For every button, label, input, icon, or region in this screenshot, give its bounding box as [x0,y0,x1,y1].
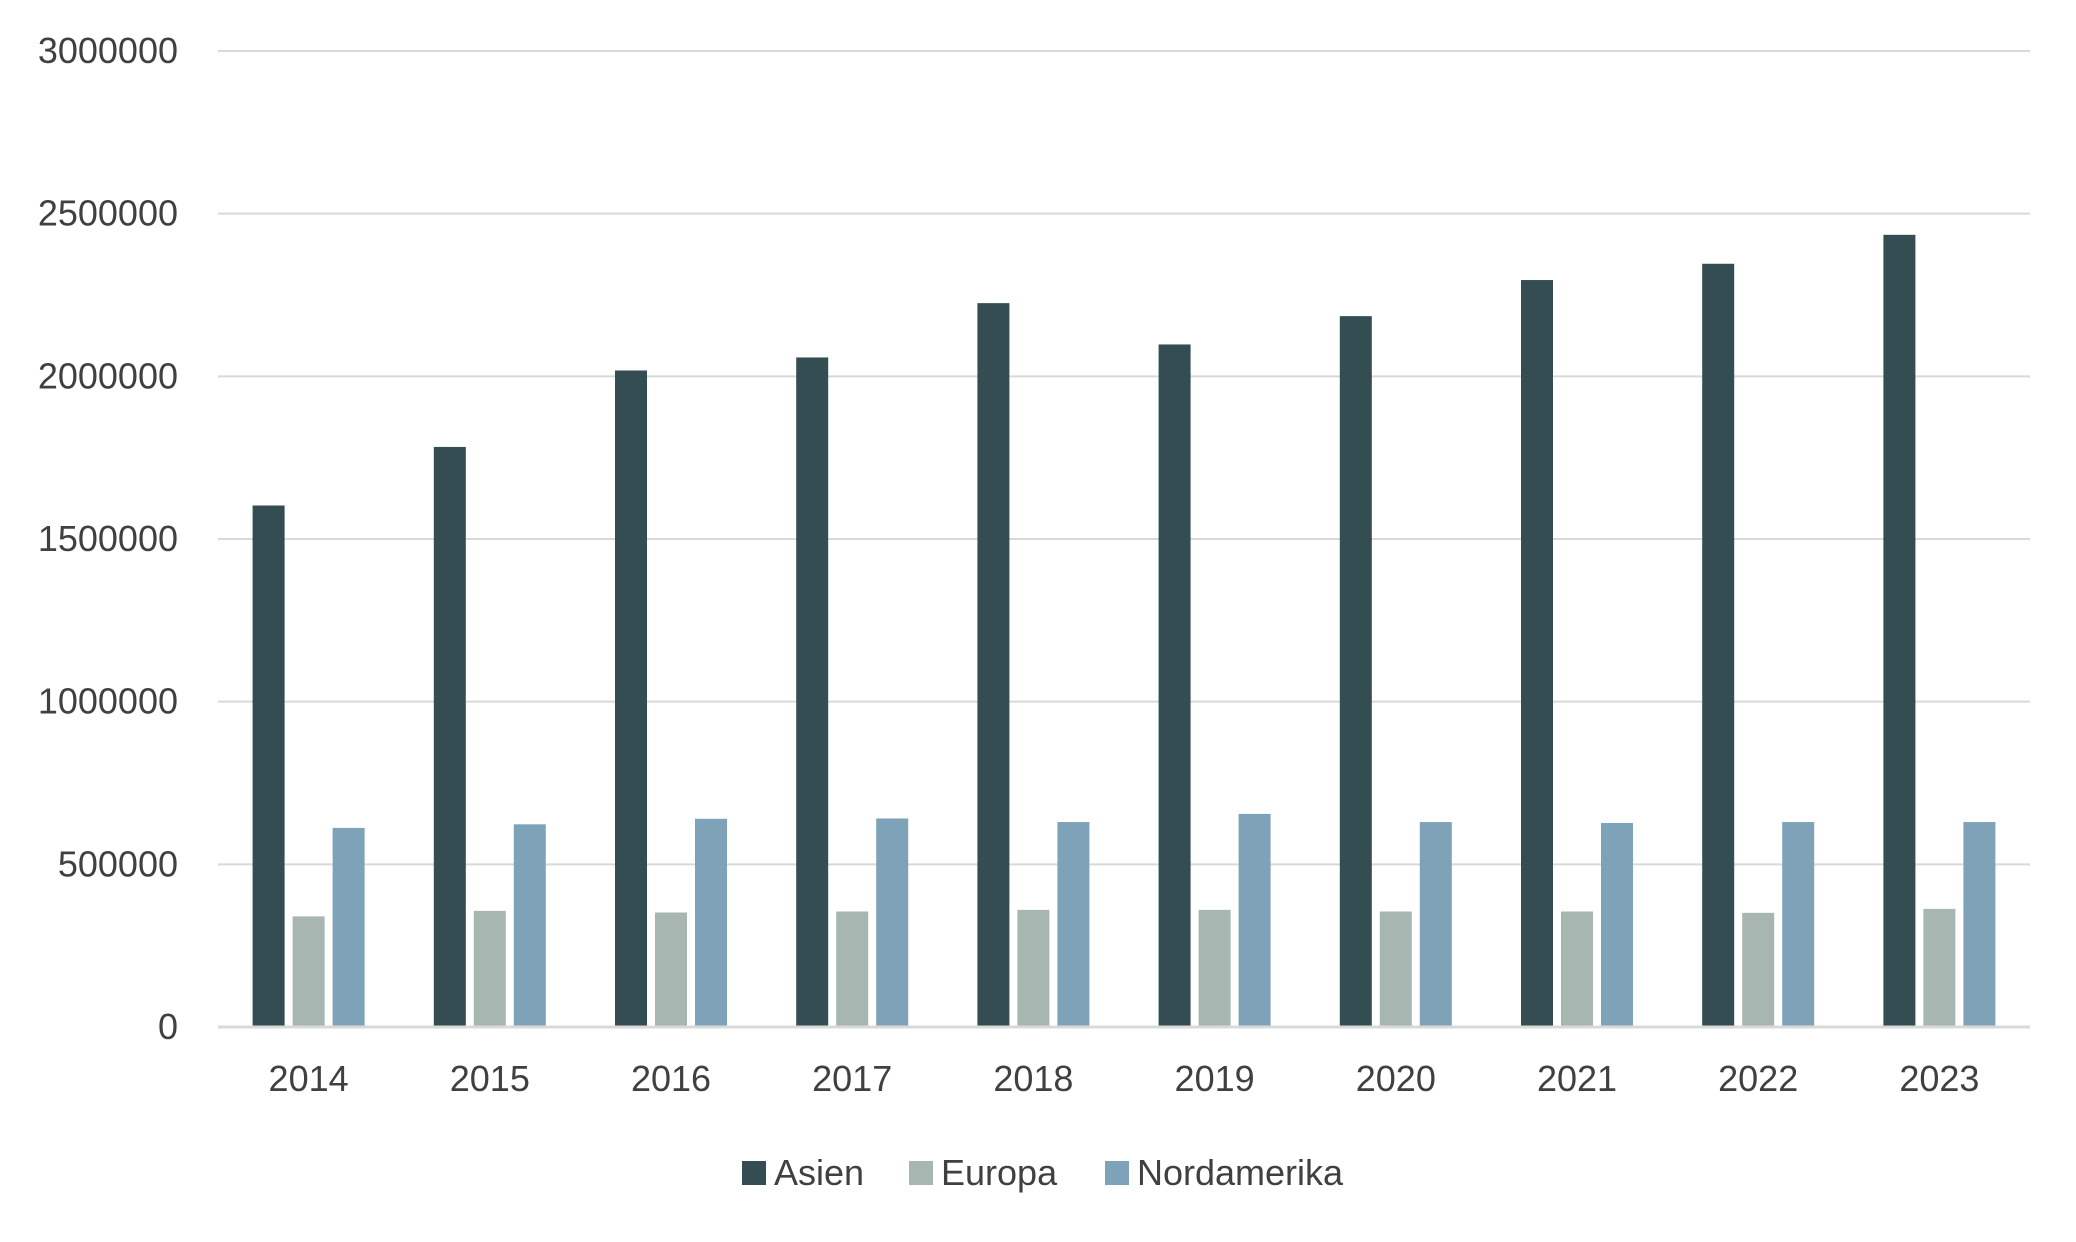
bar-nordamerika-2014 [332,827,365,1027]
bar-asien-2019 [1158,344,1191,1027]
bar-nordamerika-2018 [1057,822,1090,1027]
x-tick-label: 2018 [993,1058,1073,1099]
bar-europa-2018 [1017,909,1050,1027]
bars [252,234,1996,1028]
legend-item-europa: Europa [909,1152,1058,1193]
bar-nordamerika-2022 [1782,822,1815,1027]
bar-asien-2020 [1339,316,1372,1027]
x-tick-label: 2022 [1718,1058,1798,1099]
bar-asien-2021 [1521,280,1553,1027]
legend-swatch [1105,1161,1129,1185]
bar-asien-2023 [1883,234,1916,1027]
legend-item-nordamerika: Nordamerika [1105,1152,1344,1193]
x-tick-label: 2021 [1537,1058,1617,1099]
bar-asien-2016 [615,370,647,1028]
bar-nordamerika-2017 [876,818,909,1027]
bar-europa-2021 [1561,911,1593,1027]
bar-europa-2015 [473,910,506,1027]
bar-europa-2020 [1379,911,1412,1027]
bar-nordamerika-2019 [1238,813,1271,1027]
bar-asien-2022 [1702,263,1735,1027]
y-tick-label: 0 [158,1006,178,1047]
bar-europa-2023 [1923,908,1956,1027]
legend-label: Europa [941,1152,1058,1193]
legend-swatch [909,1161,933,1185]
x-tick-label: 2017 [812,1058,892,1099]
legend-item-asien: Asien [742,1152,864,1193]
x-tick-label: 2023 [1899,1058,1979,1099]
bar-asien-2018 [977,303,1010,1028]
y-tick-label: 2000000 [38,355,178,396]
bar-nordamerika-2016 [695,818,727,1027]
bar-asien-2014 [252,505,285,1027]
x-tick-label: 2016 [631,1058,711,1099]
x-tick-label: 2014 [269,1058,349,1099]
y-tick-label: 3000000 [38,30,178,71]
bar-europa-2014 [292,916,325,1027]
bar-nordamerika-2023 [1963,822,1996,1027]
y-tick-label: 2500000 [38,193,178,234]
bar-europa-2016 [655,912,687,1027]
y-tick-label: 1500000 [38,518,178,559]
legend: Asien Europa Nordamerika [742,1152,1344,1193]
gridlines [218,50,2030,866]
bar-nordamerika-2021 [1601,823,1633,1027]
x-tick-label: 2015 [450,1058,530,1099]
bar-nordamerika-2015 [513,824,546,1027]
bar-asien-2015 [433,446,466,1027]
legend-label: Nordamerika [1137,1152,1344,1193]
y-tick-label: 500000 [58,843,178,884]
bar-nordamerika-2020 [1419,822,1452,1027]
legend-swatch [742,1161,766,1185]
bar-asien-2017 [796,357,829,1027]
x-axis-tick-labels: 2014 2015 2016 2017 2018 2019 2020 2021 2022 2023 [269,1058,1980,1099]
bar-europa-2019 [1198,909,1231,1027]
x-tick-label: 2019 [1175,1058,1255,1099]
y-axis-tick-labels: 0 500000 1000000 1500000 2000000 2500000 30000… [38,30,178,1047]
y-tick-label: 1000000 [38,681,178,722]
bar-europa-2017 [836,911,869,1027]
x-tick-label: 2020 [1356,1058,1436,1099]
bar-europa-2022 [1742,912,1775,1027]
legend-label: Asien [774,1152,864,1193]
